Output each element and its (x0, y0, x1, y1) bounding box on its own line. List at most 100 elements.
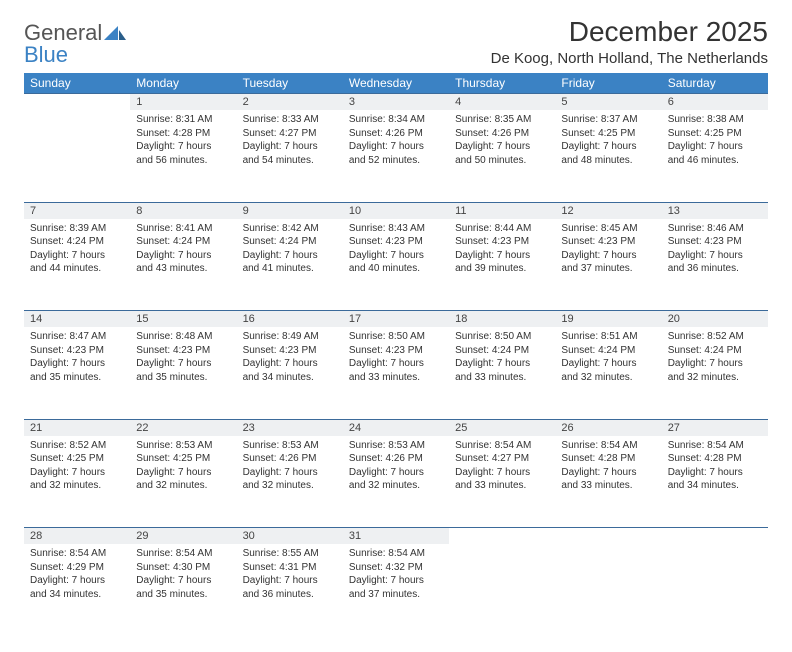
sunrise-text: Sunrise: 8:51 AM (561, 330, 655, 344)
day-number-cell: 3 (343, 94, 449, 111)
day-content-cell (24, 110, 130, 202)
sunrise-text: Sunrise: 8:33 AM (243, 113, 337, 127)
sunset-text: Sunset: 4:29 PM (30, 561, 124, 575)
day-number-cell: 5 (555, 94, 661, 111)
day-number-cell: 20 (662, 311, 768, 328)
sunset-text: Sunset: 4:26 PM (243, 452, 337, 466)
sunset-text: Sunset: 4:24 PM (668, 344, 762, 358)
day-number-cell: 11 (449, 202, 555, 219)
day-content-cell: Sunrise: 8:51 AMSunset: 4:24 PMDaylight:… (555, 327, 661, 419)
day-content-row: Sunrise: 8:52 AMSunset: 4:25 PMDaylight:… (24, 436, 768, 528)
day-content-cell: Sunrise: 8:31 AMSunset: 4:28 PMDaylight:… (130, 110, 236, 202)
location-subtitle: De Koog, North Holland, The Netherlands (491, 50, 768, 67)
brand-part2: Blue (24, 42, 68, 67)
day-number-cell: 28 (24, 528, 130, 545)
sunrise-text: Sunrise: 8:42 AM (243, 222, 337, 236)
day-content-cell: Sunrise: 8:52 AMSunset: 4:24 PMDaylight:… (662, 327, 768, 419)
daylight-text: Daylight: 7 hours and 33 minutes. (455, 466, 549, 493)
day-content-cell: Sunrise: 8:54 AMSunset: 4:32 PMDaylight:… (343, 544, 449, 636)
day-number-cell: 8 (130, 202, 236, 219)
daylight-text: Daylight: 7 hours and 35 minutes. (136, 357, 230, 384)
daylight-text: Daylight: 7 hours and 32 minutes. (561, 357, 655, 384)
day-content-cell: Sunrise: 8:55 AMSunset: 4:31 PMDaylight:… (237, 544, 343, 636)
sunset-text: Sunset: 4:27 PM (455, 452, 549, 466)
day-number-cell: 12 (555, 202, 661, 219)
sunrise-text: Sunrise: 8:54 AM (668, 439, 762, 453)
day-content-cell: Sunrise: 8:37 AMSunset: 4:25 PMDaylight:… (555, 110, 661, 202)
daylight-text: Daylight: 7 hours and 43 minutes. (136, 249, 230, 276)
day-number-cell: 16 (237, 311, 343, 328)
daylight-text: Daylight: 7 hours and 34 minutes. (30, 574, 124, 601)
sunrise-text: Sunrise: 8:49 AM (243, 330, 337, 344)
day-number-cell: 10 (343, 202, 449, 219)
day-content-cell: Sunrise: 8:50 AMSunset: 4:24 PMDaylight:… (449, 327, 555, 419)
sunrise-text: Sunrise: 8:31 AM (136, 113, 230, 127)
sunset-text: Sunset: 4:23 PM (349, 235, 443, 249)
day-content-row: Sunrise: 8:39 AMSunset: 4:24 PMDaylight:… (24, 219, 768, 311)
sunset-text: Sunset: 4:23 PM (455, 235, 549, 249)
day-content-cell: Sunrise: 8:48 AMSunset: 4:23 PMDaylight:… (130, 327, 236, 419)
day-number-cell: 1 (130, 94, 236, 111)
daylight-text: Daylight: 7 hours and 33 minutes. (561, 466, 655, 493)
daylight-text: Daylight: 7 hours and 32 minutes. (243, 466, 337, 493)
sunset-text: Sunset: 4:26 PM (349, 127, 443, 141)
day-number-cell: 7 (24, 202, 130, 219)
day-content-cell: Sunrise: 8:53 AMSunset: 4:26 PMDaylight:… (237, 436, 343, 528)
daylight-text: Daylight: 7 hours and 33 minutes. (455, 357, 549, 384)
sunrise-text: Sunrise: 8:48 AM (136, 330, 230, 344)
sunrise-text: Sunrise: 8:54 AM (349, 547, 443, 561)
day-content-cell: Sunrise: 8:53 AMSunset: 4:26 PMDaylight:… (343, 436, 449, 528)
sunset-text: Sunset: 4:23 PM (30, 344, 124, 358)
sunrise-text: Sunrise: 8:54 AM (30, 547, 124, 561)
day-number-cell: 27 (662, 419, 768, 436)
day-content-cell (662, 544, 768, 636)
day-content-cell: Sunrise: 8:54 AMSunset: 4:30 PMDaylight:… (130, 544, 236, 636)
brand-logo: GeneralBlue (24, 16, 126, 66)
sunset-text: Sunset: 4:32 PM (349, 561, 443, 575)
sunrise-text: Sunrise: 8:54 AM (136, 547, 230, 561)
calendar-body: 123456Sunrise: 8:31 AMSunset: 4:28 PMDay… (24, 94, 768, 637)
day-content-cell: Sunrise: 8:45 AMSunset: 4:23 PMDaylight:… (555, 219, 661, 311)
day-content-cell (555, 544, 661, 636)
daylight-text: Daylight: 7 hours and 39 minutes. (455, 249, 549, 276)
day-content-row: Sunrise: 8:31 AMSunset: 4:28 PMDaylight:… (24, 110, 768, 202)
sunrise-text: Sunrise: 8:54 AM (561, 439, 655, 453)
sunrise-text: Sunrise: 8:50 AM (455, 330, 549, 344)
sunset-text: Sunset: 4:24 PM (136, 235, 230, 249)
day-number-cell (662, 528, 768, 545)
daylight-text: Daylight: 7 hours and 33 minutes. (349, 357, 443, 384)
day-number-cell: 2 (237, 94, 343, 111)
day-content-cell (449, 544, 555, 636)
sunset-text: Sunset: 4:24 PM (561, 344, 655, 358)
daylight-text: Daylight: 7 hours and 32 minutes. (349, 466, 443, 493)
day-content-cell: Sunrise: 8:44 AMSunset: 4:23 PMDaylight:… (449, 219, 555, 311)
sunset-text: Sunset: 4:26 PM (349, 452, 443, 466)
weekday-header: Saturday (662, 73, 768, 94)
day-content-cell: Sunrise: 8:47 AMSunset: 4:23 PMDaylight:… (24, 327, 130, 419)
sunset-text: Sunset: 4:23 PM (243, 344, 337, 358)
daylight-text: Daylight: 7 hours and 35 minutes. (136, 574, 230, 601)
day-number-row: 78910111213 (24, 202, 768, 219)
day-content-cell: Sunrise: 8:38 AMSunset: 4:25 PMDaylight:… (662, 110, 768, 202)
day-number-cell (555, 528, 661, 545)
sunrise-text: Sunrise: 8:41 AM (136, 222, 230, 236)
day-content-row: Sunrise: 8:47 AMSunset: 4:23 PMDaylight:… (24, 327, 768, 419)
day-content-cell: Sunrise: 8:34 AMSunset: 4:26 PMDaylight:… (343, 110, 449, 202)
daylight-text: Daylight: 7 hours and 41 minutes. (243, 249, 337, 276)
day-number-cell: 30 (237, 528, 343, 545)
sunrise-text: Sunrise: 8:53 AM (243, 439, 337, 453)
sunrise-text: Sunrise: 8:55 AM (243, 547, 337, 561)
day-content-cell: Sunrise: 8:54 AMSunset: 4:29 PMDaylight:… (24, 544, 130, 636)
weekday-header: Tuesday (237, 73, 343, 94)
day-number-cell: 15 (130, 311, 236, 328)
day-content-row: Sunrise: 8:54 AMSunset: 4:29 PMDaylight:… (24, 544, 768, 636)
sunset-text: Sunset: 4:25 PM (30, 452, 124, 466)
day-number-cell: 21 (24, 419, 130, 436)
daylight-text: Daylight: 7 hours and 54 minutes. (243, 140, 337, 167)
sunrise-text: Sunrise: 8:44 AM (455, 222, 549, 236)
day-content-cell: Sunrise: 8:33 AMSunset: 4:27 PMDaylight:… (237, 110, 343, 202)
day-number-cell (24, 94, 130, 111)
weekday-header: Friday (555, 73, 661, 94)
daylight-text: Daylight: 7 hours and 32 minutes. (30, 466, 124, 493)
sunset-text: Sunset: 4:28 PM (561, 452, 655, 466)
